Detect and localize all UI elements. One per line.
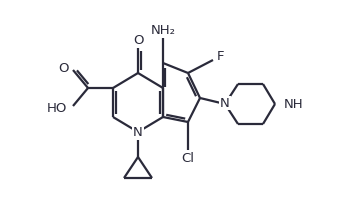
Text: NH: NH — [284, 97, 304, 110]
Text: O: O — [58, 62, 69, 76]
Text: N: N — [133, 126, 143, 139]
Text: HO: HO — [47, 102, 67, 115]
Text: O: O — [133, 34, 143, 47]
Text: F: F — [217, 49, 225, 62]
Text: Cl: Cl — [182, 151, 194, 165]
Text: NH₂: NH₂ — [151, 23, 175, 36]
Text: N: N — [220, 96, 230, 110]
